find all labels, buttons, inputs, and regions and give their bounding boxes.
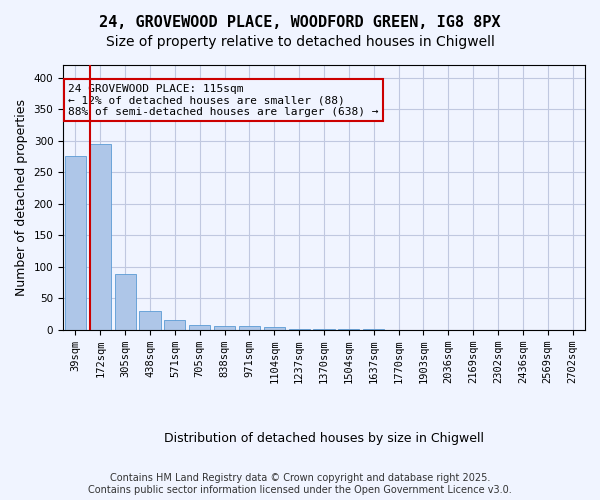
Bar <box>189 325 210 330</box>
Bar <box>115 274 136 330</box>
Y-axis label: Number of detached properties: Number of detached properties <box>15 99 28 296</box>
Bar <box>264 328 285 330</box>
Text: Contains HM Land Registry data © Crown copyright and database right 2025.
Contai: Contains HM Land Registry data © Crown c… <box>88 474 512 495</box>
Bar <box>139 311 161 330</box>
Text: Size of property relative to detached houses in Chigwell: Size of property relative to detached ho… <box>106 35 494 49</box>
Bar <box>214 326 235 330</box>
Bar <box>239 326 260 330</box>
Bar <box>164 320 185 330</box>
Bar <box>289 328 310 330</box>
Text: 24 GROVEWOOD PLACE: 115sqm
← 12% of detached houses are smaller (88)
88% of semi: 24 GROVEWOOD PLACE: 115sqm ← 12% of deta… <box>68 84 379 116</box>
X-axis label: Distribution of detached houses by size in Chigwell: Distribution of detached houses by size … <box>164 432 484 445</box>
Text: 24, GROVEWOOD PLACE, WOODFORD GREEN, IG8 8PX: 24, GROVEWOOD PLACE, WOODFORD GREEN, IG8… <box>99 15 501 30</box>
Bar <box>90 144 111 330</box>
Bar <box>65 156 86 330</box>
